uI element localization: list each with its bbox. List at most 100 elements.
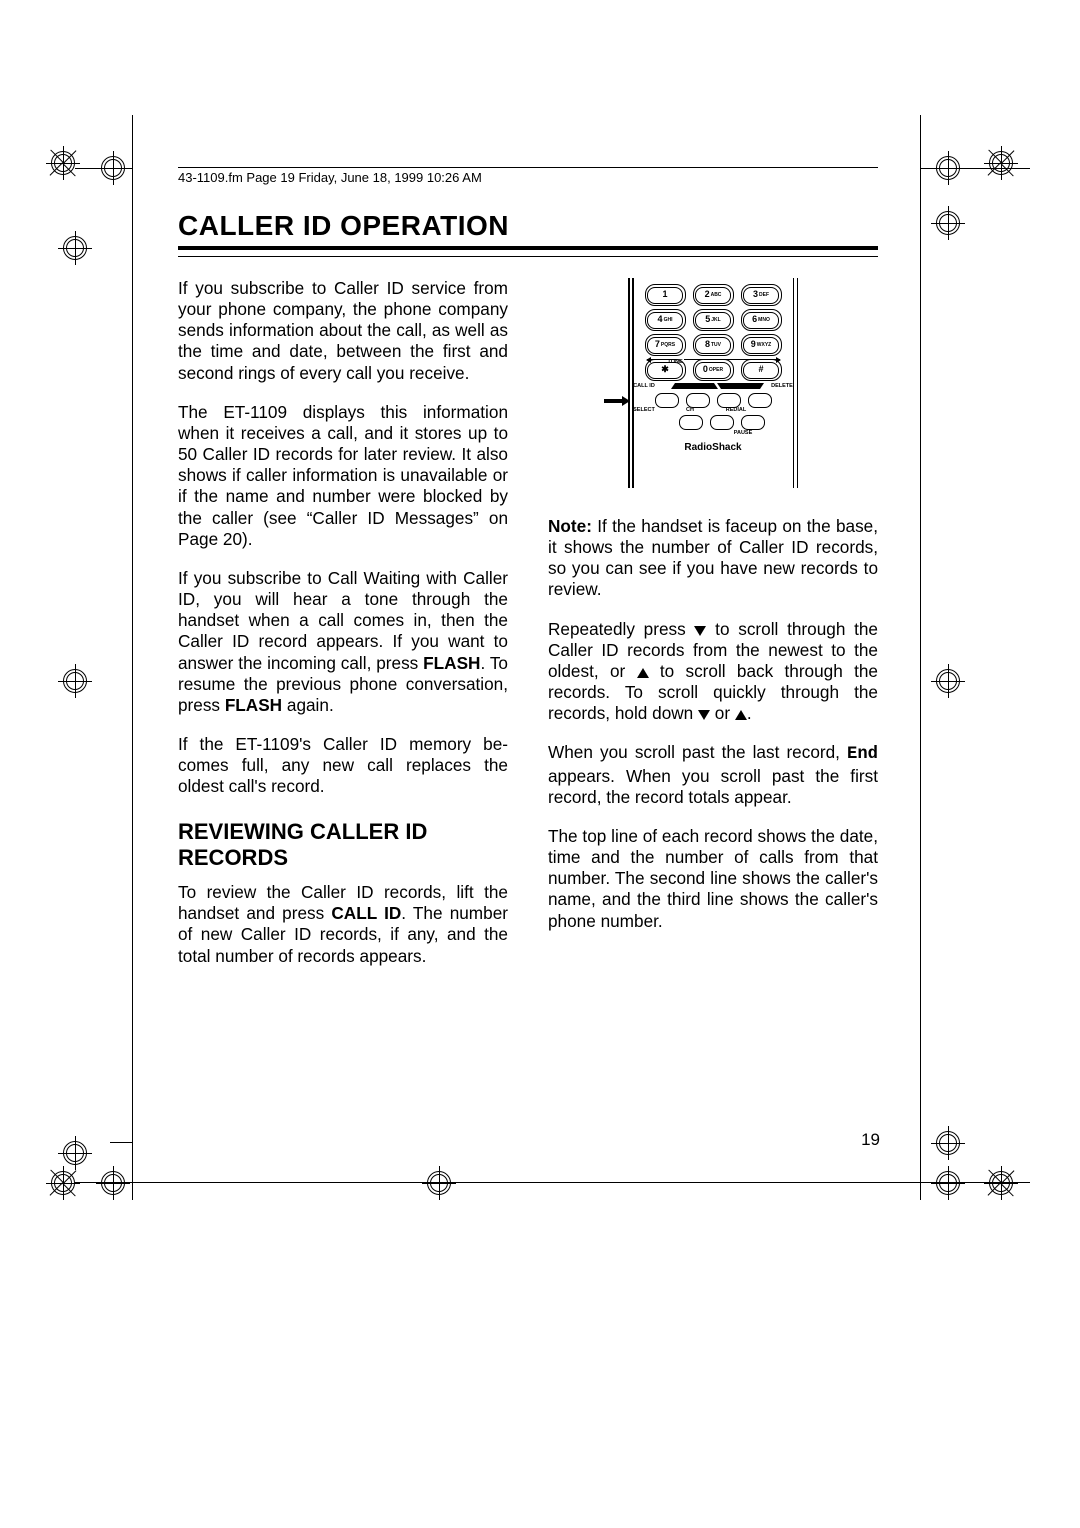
para: Repeatedly press to scroll through the C… bbox=[548, 619, 878, 725]
key-label: REDIAL bbox=[717, 407, 756, 414]
page-number: 19 bbox=[861, 1130, 880, 1150]
note-label: Note: bbox=[548, 516, 592, 536]
key-label: CH bbox=[671, 407, 710, 414]
label-flash: FLASH bbox=[225, 695, 282, 715]
text: . bbox=[747, 703, 752, 723]
key-letters: GHI bbox=[664, 317, 673, 323]
registration-mark-icon bbox=[62, 1140, 88, 1166]
keypad-ovals-row bbox=[655, 393, 772, 408]
key-number: 5 bbox=[705, 314, 710, 325]
up-triangle-icon bbox=[671, 383, 710, 392]
para: If you subscribe to Caller ID service fr… bbox=[178, 278, 508, 384]
oval-button-icon bbox=[717, 393, 741, 408]
keypad-button: 5JKL bbox=[693, 309, 734, 331]
keypad-row: ✱ 0OPER # bbox=[645, 359, 782, 381]
registration-mark-icon bbox=[62, 668, 88, 694]
keypad-button: ✱ bbox=[645, 359, 686, 381]
registration-mark-icon bbox=[62, 235, 88, 261]
para: The ET-1109 displays this information wh… bbox=[178, 402, 508, 550]
key-number: 3 bbox=[753, 289, 758, 300]
section-title: CALLER ID OPERATION bbox=[178, 210, 509, 242]
keypad-row: 4GHI 5JKL 6MNO bbox=[645, 309, 782, 331]
keypad-row: 1 2ABC 3DEF bbox=[645, 284, 782, 306]
key-label: CALL ID bbox=[625, 383, 664, 392]
left-column: If you subscribe to Caller ID service fr… bbox=[178, 278, 508, 985]
keypad-button: 0OPER bbox=[693, 359, 734, 381]
down-triangle-icon bbox=[717, 383, 756, 392]
key-letters: ABC bbox=[711, 292, 722, 298]
text: again. bbox=[282, 695, 334, 715]
keypad-button: 6MNO bbox=[741, 309, 782, 331]
crop-line bbox=[110, 1142, 132, 1143]
text: When you scroll past the last record, bbox=[548, 742, 847, 762]
key-letters: MNO bbox=[758, 317, 770, 323]
key-number: 1 bbox=[662, 289, 667, 300]
key-number: 8 bbox=[705, 339, 710, 350]
key-number: 2 bbox=[705, 289, 710, 300]
keypad-labels-row: CALL ID DELETE bbox=[625, 383, 802, 392]
up-triangle-icon bbox=[637, 668, 649, 678]
pointer-arrow-icon bbox=[604, 396, 632, 406]
keypad-button: 8TUV bbox=[693, 334, 734, 356]
registration-mark-icon bbox=[935, 1130, 961, 1156]
registration-mark-corner-icon bbox=[988, 150, 1014, 176]
registration-mark-corner-icon bbox=[50, 1170, 76, 1196]
registration-mark-corner-icon bbox=[988, 1170, 1014, 1196]
keypad-button: 9WXYZ bbox=[741, 334, 782, 356]
keypad-border bbox=[632, 278, 634, 488]
two-column-layout: If you subscribe to Caller ID service fr… bbox=[178, 278, 878, 985]
key-letters: PQRS bbox=[661, 342, 675, 348]
keypad-button: 1 bbox=[645, 284, 686, 306]
key-letters: WXYZ bbox=[757, 342, 771, 348]
crop-line-right bbox=[920, 115, 921, 1200]
end-label: End bbox=[847, 745, 878, 764]
registration-mark-icon bbox=[935, 668, 961, 694]
keypad-grid: 12ABC3DEF4GHI5JKL6MNO7PQRS8TUV9WXYZTONE✱… bbox=[645, 278, 782, 384]
crop-line bbox=[75, 1182, 1030, 1183]
keypad-button: 3DEF bbox=[741, 284, 782, 306]
registration-mark-icon bbox=[935, 1170, 961, 1196]
down-triangle-icon bbox=[694, 626, 706, 636]
keypad-button: 2ABC bbox=[693, 284, 734, 306]
keypad-button: 4GHI bbox=[645, 309, 686, 331]
keypad-diagram: 12ABC3DEF4GHI5JKL6MNO7PQRS8TUV9WXYZTONE✱… bbox=[628, 278, 798, 488]
label-flash: FLASH bbox=[423, 653, 480, 673]
para: If the ET-1109's Caller ID memory be­com… bbox=[178, 734, 508, 797]
text: If the handset is faceup on the base, it… bbox=[548, 516, 878, 599]
key-label: SELECT bbox=[625, 407, 664, 414]
text: or bbox=[710, 703, 735, 723]
keypad-border bbox=[797, 278, 799, 488]
subsection-title: REVIEWING CALLER ID RECORDS bbox=[178, 819, 508, 870]
text: appears. When you scroll past the first … bbox=[548, 766, 878, 807]
key-number: 4 bbox=[658, 314, 663, 325]
crop-line-left bbox=[132, 115, 133, 1200]
keypad-border bbox=[628, 278, 630, 488]
oval-button-icon bbox=[710, 415, 734, 430]
up-triangle-icon bbox=[735, 710, 747, 720]
keypad-ovals-row bbox=[661, 415, 765, 430]
key-number: ✱ bbox=[661, 364, 669, 375]
registration-mark-icon bbox=[935, 210, 961, 236]
keypad-border bbox=[793, 278, 795, 488]
registration-mark-icon bbox=[426, 1170, 452, 1196]
para: To review the Caller ID records, lift th… bbox=[178, 882, 508, 967]
key-number: 7 bbox=[655, 339, 660, 350]
text: Repeatedly press bbox=[548, 619, 694, 639]
registration-mark-icon bbox=[100, 155, 126, 181]
keypad-labels-row: SELECT CH REDIAL bbox=[625, 407, 802, 414]
oval-button-icon bbox=[655, 393, 679, 408]
oval-button-icon bbox=[686, 393, 710, 408]
registration-mark-corner-icon bbox=[50, 150, 76, 176]
right-column: 12ABC3DEF4GHI5JKL6MNO7PQRS8TUV9WXYZTONE✱… bbox=[548, 278, 878, 985]
key-letters: DEF bbox=[759, 292, 769, 298]
brand-label: RadioShack bbox=[684, 442, 741, 454]
para: Note: If the handset is faceup on the ba… bbox=[548, 516, 878, 601]
key-number: 9 bbox=[751, 339, 756, 350]
key-number: # bbox=[758, 364, 763, 375]
oval-button-icon bbox=[741, 415, 765, 430]
oval-button-icon bbox=[748, 393, 772, 408]
keypad-button: # bbox=[741, 359, 782, 381]
para: The top line of each record shows the da… bbox=[548, 826, 878, 932]
keypad-row: 7PQRS 8TUV 9WXYZ bbox=[645, 334, 782, 356]
para: If you subscribe to Call Waiting with Ca… bbox=[178, 568, 508, 716]
